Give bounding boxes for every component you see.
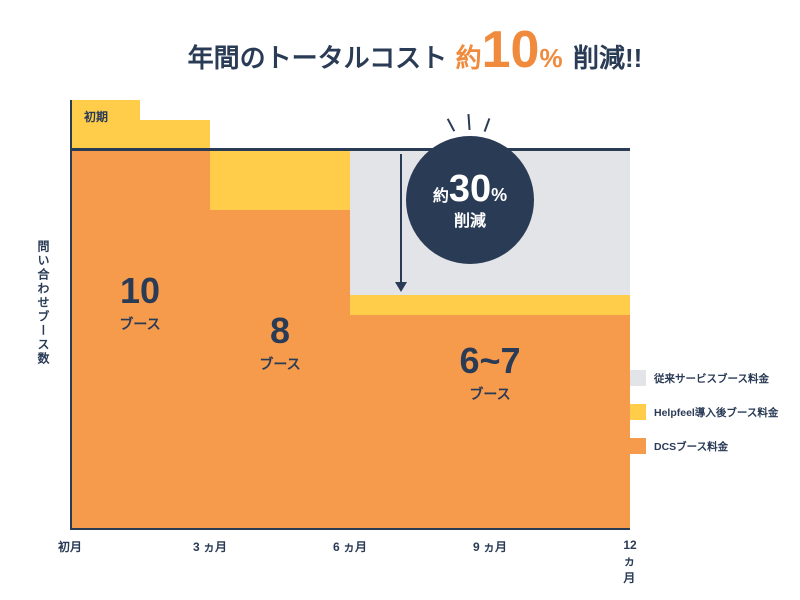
booth-count-label: 8ブース bbox=[210, 310, 350, 374]
x-tick-label: 6 ヵ月 bbox=[333, 538, 367, 555]
initial-cost-label: 初期 bbox=[84, 108, 108, 125]
y-axis-label: 問い合わせブース数 bbox=[35, 240, 52, 366]
x-tick-label: 9 ヵ月 bbox=[473, 538, 507, 555]
booth-count-unit: ブース bbox=[210, 354, 350, 374]
x-tick-label: 初月 bbox=[58, 538, 82, 555]
dcs-step bbox=[70, 148, 210, 530]
x-tick-label: 3 ヵ月 bbox=[193, 538, 227, 555]
booth-count-number: 8 bbox=[210, 310, 350, 352]
legend-label: Helpfeel導入後ブース料金 bbox=[654, 405, 778, 420]
headline-title: 年間のトータルコスト 約10% 削減!! bbox=[70, 24, 760, 76]
legend-swatch bbox=[630, 404, 646, 420]
bubble-approx: 約 bbox=[433, 188, 449, 206]
booth-count-number: 6~7 bbox=[350, 340, 630, 382]
legend-item: 従来サービスブース料金 bbox=[630, 370, 780, 386]
x-axis-line bbox=[70, 528, 630, 530]
booth-count-label: 6~7ブース bbox=[350, 340, 630, 404]
title-percent-number: 10 bbox=[482, 21, 540, 79]
legend-item: Helpfeel導入後ブース料金 bbox=[630, 404, 780, 420]
baseline-top-line bbox=[70, 148, 630, 151]
sparkle-icon bbox=[447, 118, 455, 131]
title-prefix: 年間のトータルコスト bbox=[188, 43, 447, 73]
title-suffix: 削減!! bbox=[573, 43, 642, 73]
title-approx: 約 bbox=[456, 43, 482, 73]
sparkle-icon bbox=[467, 114, 470, 130]
booth-count-number: 10 bbox=[70, 270, 210, 312]
booth-count-unit: ブース bbox=[350, 384, 630, 404]
legend: 従来サービスブース料金 Helpfeel導入後ブース料金 DCSブース料金 bbox=[630, 370, 780, 472]
legend-swatch bbox=[630, 438, 646, 454]
cost-step-chart: 問い合わせブース数 10ブース8ブース6~7ブース 初期 約30% 削減 初月3 bbox=[70, 100, 630, 530]
bubble-percent-symbol: % bbox=[491, 186, 507, 206]
legend-item: DCSブース料金 bbox=[630, 438, 780, 454]
reduction-arrow-line bbox=[400, 154, 402, 284]
sparkle-icon bbox=[484, 118, 491, 132]
x-tick-label: 12 ヵ月 bbox=[623, 538, 636, 586]
legend-label: 従来サービスブース料金 bbox=[654, 371, 769, 386]
legend-swatch bbox=[630, 370, 646, 386]
title-percent-symbol: % bbox=[539, 43, 562, 73]
y-axis-line bbox=[70, 100, 72, 530]
booth-count-label: 10ブース bbox=[70, 270, 210, 334]
bubble-percent-number: 30 bbox=[449, 169, 491, 211]
bubble-word: 削減 bbox=[454, 213, 486, 231]
plot-area: 10ブース8ブース6~7ブース 初期 約30% 削減 bbox=[70, 100, 630, 530]
legend-label: DCSブース料金 bbox=[654, 439, 728, 454]
reduction-callout-bubble: 約30% 削減 bbox=[406, 136, 534, 264]
reduction-arrow-head-icon bbox=[395, 282, 407, 292]
booth-count-unit: ブース bbox=[70, 314, 210, 334]
